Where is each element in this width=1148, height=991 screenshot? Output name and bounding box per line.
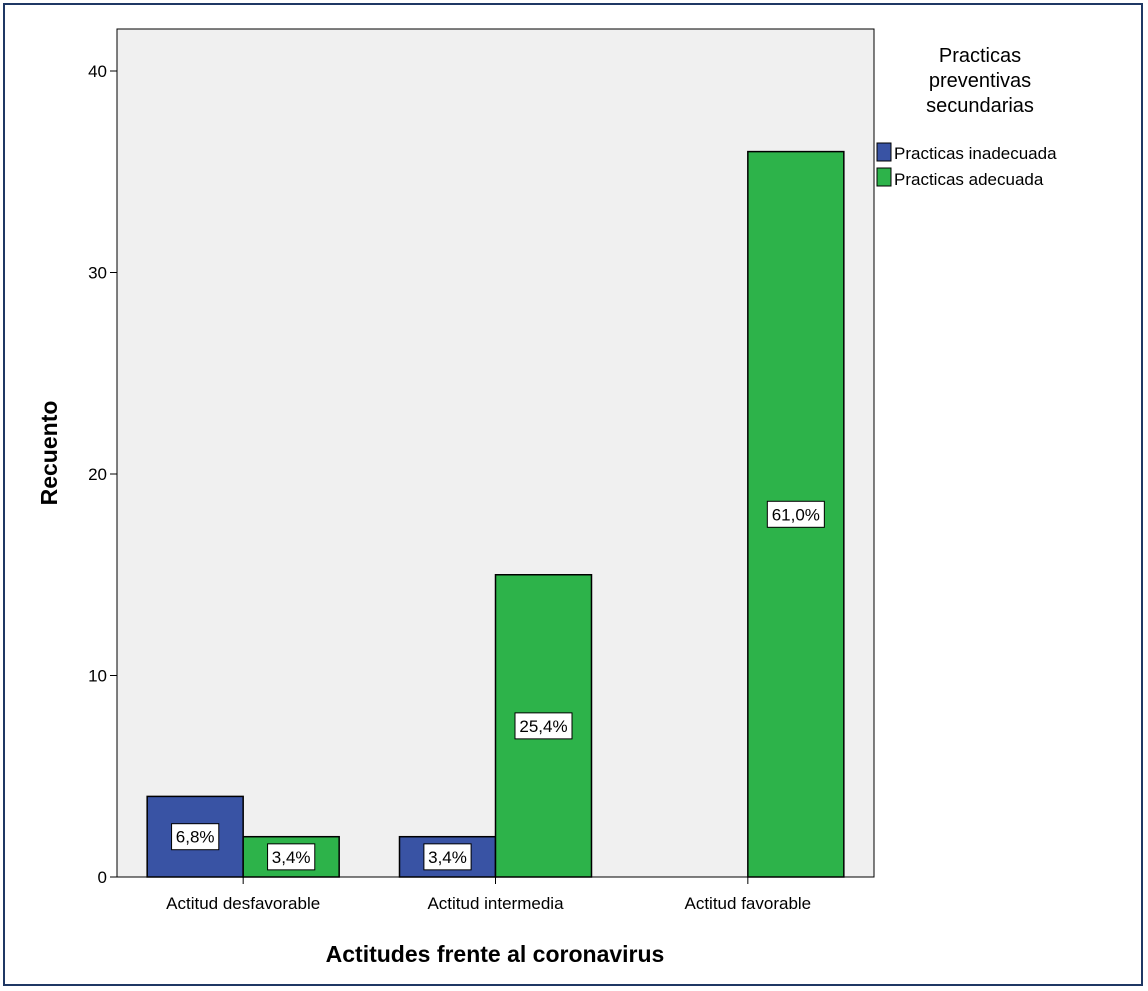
x-axis-categories: Actitud desfavorable Actitud intermedia Ac… — [166, 877, 811, 913]
y-tick-label-0: 0 — [98, 868, 107, 887]
x-axis-title: Actitudes frente al coronavirus — [326, 941, 665, 967]
legend-title-line-2: preventivas — [929, 70, 1031, 92]
data-label-box-actitud-desfavorable-practicas-adecuada — [267, 843, 316, 871]
data-label-actitud-desfavorable-practicas-inadecuada: 6,8% — [176, 828, 215, 847]
data-label-box-actitud-intermedia-practicas-inadecuada — [423, 843, 472, 871]
y-axis-ticks: 0 10 20 30 40 — [88, 62, 117, 887]
data-label-actitud-desfavorable-practicas-adecuada: 3,4% — [272, 848, 311, 867]
legend-label-practicas-inadecuada: Practicas inadecuada — [894, 144, 1057, 163]
bar-labels: 6,8% 3,4% 3,4% 25,4% 61,0% — [171, 500, 825, 871]
x-tick-label-actitud-favorable: Actitud favorable — [685, 894, 812, 913]
y-tick-label-40: 40 — [88, 62, 107, 81]
x-tick-label-actitud-desfavorable: Actitud desfavorable — [166, 894, 320, 913]
data-label-box-actitud-intermedia-practicas-adecuada — [514, 712, 573, 740]
legend-title-line-3: secundarias — [926, 95, 1034, 117]
x-tick-label-actitud-intermedia: Actitud intermedia — [427, 894, 564, 913]
y-tick-label-30: 30 — [88, 264, 107, 283]
y-tick-label-20: 20 — [88, 465, 107, 484]
data-label-actitud-intermedia-practicas-inadecuada: 3,4% — [428, 848, 467, 867]
legend-swatch-practicas-adecuada — [876, 167, 892, 187]
bar-chart: 0 10 20 30 40 6,8% 3,4% 3,4% 25,4% 61,0% Actitud… — [36, 28, 1057, 967]
chart-frame: 0 10 20 30 40 6,8% 3,4% 3,4% 25,4% 61,0% Actitud… — [3, 3, 1143, 986]
data-label-box-actitud-favorable-practicas-adecuada — [766, 500, 825, 528]
data-label-actitud-favorable-practicas-adecuada: 61,0% — [772, 505, 820, 524]
legend: Practicas preventivas secundarias Practi… — [876, 45, 1057, 189]
y-tick-label-10: 10 — [88, 667, 107, 686]
legend-title-line-1: Practicas — [939, 45, 1021, 67]
bars — [146, 150, 845, 878]
data-label-box-actitud-desfavorable-practicas-inadecuada — [171, 823, 220, 851]
data-label-actitud-intermedia-practicas-adecuada: 25,4% — [519, 717, 567, 736]
y-axis-title: Recuento — [36, 401, 62, 506]
legend-label-practicas-adecuada: Practicas adecuada — [894, 170, 1044, 189]
legend-swatch-practicas-inadecuada — [876, 142, 892, 162]
